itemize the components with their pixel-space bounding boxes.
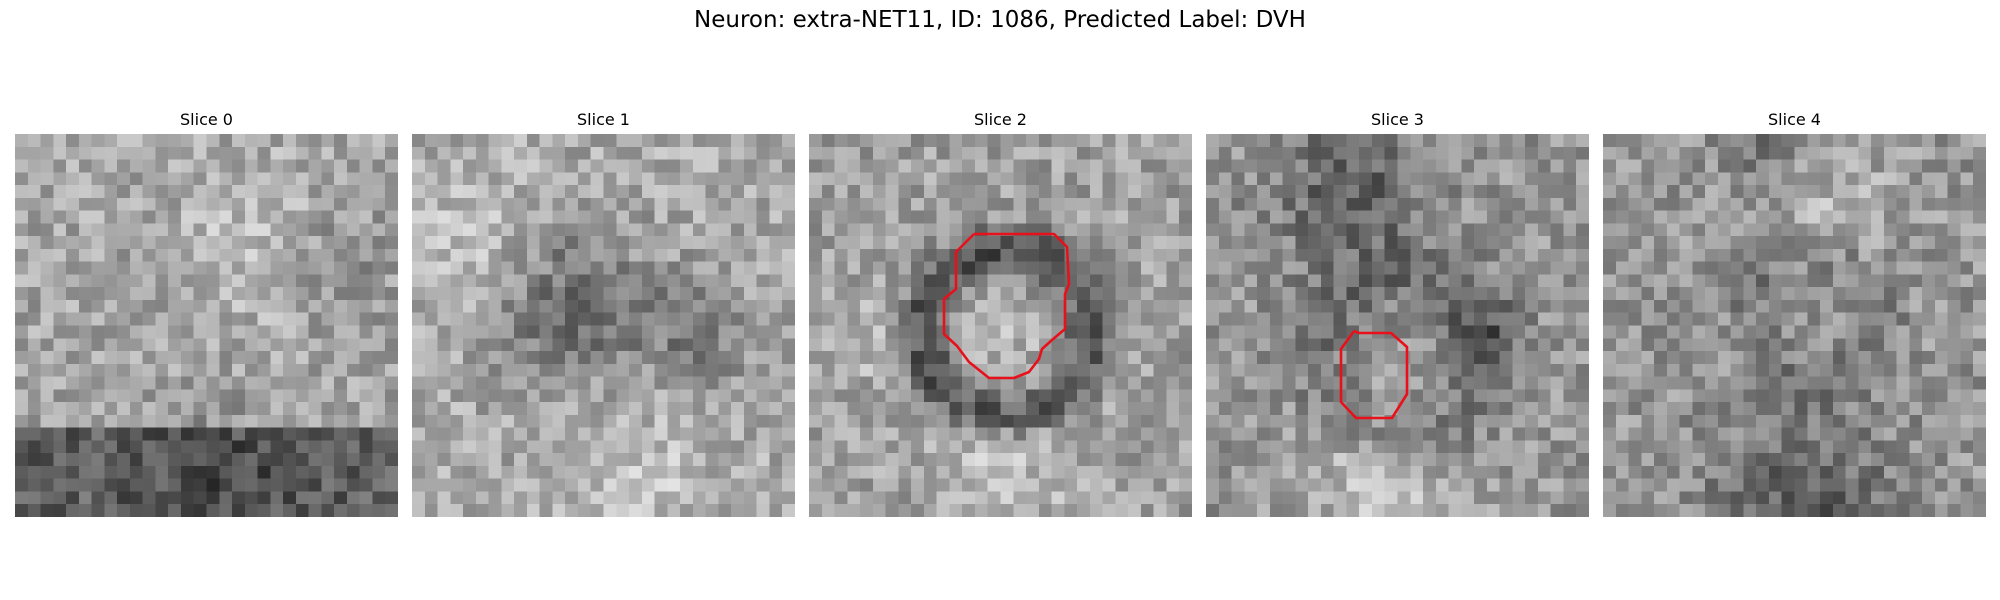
slice-3-pixels bbox=[1206, 134, 1589, 517]
slice-4-pixels bbox=[1603, 134, 1986, 517]
slice-3-contour-overlay bbox=[1339, 329, 1409, 420]
slice-0-image bbox=[15, 134, 398, 517]
slice-3-title: Slice 3 bbox=[1371, 110, 1424, 129]
slice-0-pixels bbox=[15, 134, 398, 517]
slice-3-image bbox=[1206, 134, 1589, 517]
slice-4-image bbox=[1603, 134, 1986, 517]
slice-2-pixels bbox=[809, 134, 1192, 517]
slice-2-title: Slice 2 bbox=[974, 110, 1027, 129]
slice-1-title: Slice 1 bbox=[577, 110, 630, 129]
slice-0-title: Slice 0 bbox=[180, 110, 233, 129]
slice-1-pixels bbox=[412, 134, 795, 517]
slice-3-roi-contour bbox=[1339, 329, 1409, 420]
figure-title: Neuron: extra-NET11, ID: 1086, Predicted… bbox=[694, 7, 1306, 33]
slice-2-contour-overlay bbox=[942, 232, 1071, 380]
slice-2-image bbox=[809, 134, 1192, 517]
slice-4-title: Slice 4 bbox=[1768, 110, 1821, 129]
slice-1-image bbox=[412, 134, 795, 517]
slice-2-roi-contour bbox=[942, 232, 1071, 380]
